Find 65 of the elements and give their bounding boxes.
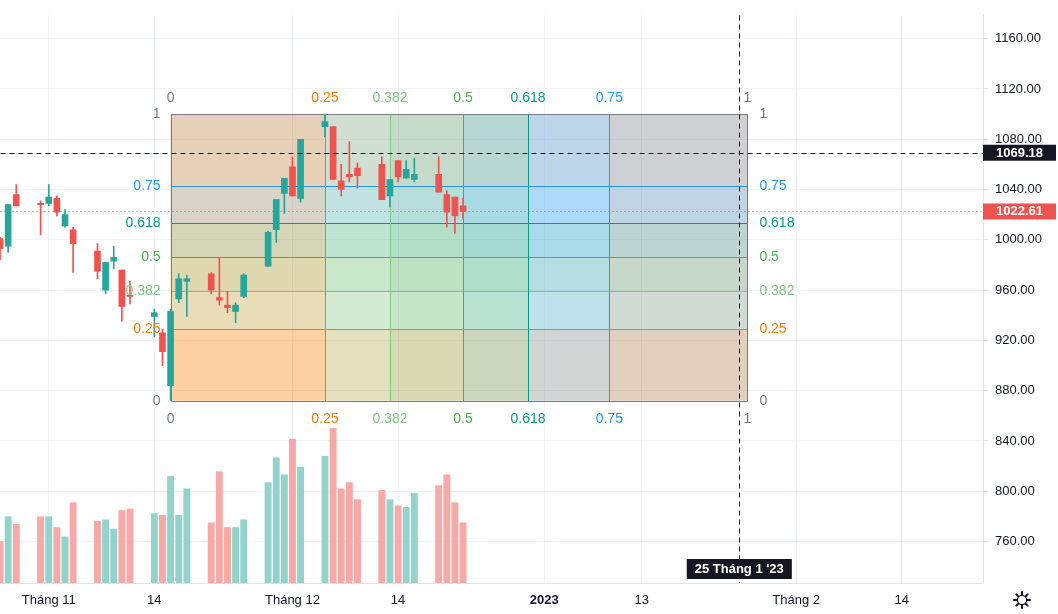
annotation: 0.618 bbox=[125, 214, 161, 231]
y-tick-label: 1000.00 bbox=[995, 231, 1042, 247]
annotation: 0 bbox=[152, 391, 161, 408]
bar bbox=[150, 513, 158, 583]
ref-line-label: 1022.61 bbox=[996, 203, 1043, 219]
annotation: 0.25 bbox=[311, 88, 339, 105]
x-tick-label: Tháng 12 bbox=[264, 592, 320, 608]
bar bbox=[45, 516, 53, 583]
annotation: 0.618 bbox=[759, 214, 795, 231]
annotation: 0.75 bbox=[595, 409, 624, 426]
bar bbox=[289, 438, 296, 583]
ref-line-label: 1069.18 bbox=[996, 144, 1043, 160]
y-tick-label: 840.00 bbox=[995, 432, 1035, 448]
y-tick-label: 1160.00 bbox=[995, 30, 1042, 46]
bar bbox=[12, 524, 20, 583]
candlestick bbox=[110, 245, 118, 270]
x-tick-label: Tháng 2 bbox=[772, 592, 820, 608]
annotation: 0.5 bbox=[453, 88, 474, 105]
annotation: 0.5 bbox=[759, 248, 780, 265]
y-tick-label: 760.00 bbox=[995, 533, 1035, 549]
y-tick-label: 1120.00 bbox=[995, 80, 1042, 96]
bar bbox=[159, 514, 166, 583]
x-tick-label: 2023 bbox=[529, 592, 559, 608]
x-tick-label: Tháng 11 bbox=[21, 592, 76, 608]
annotation: 0.75 bbox=[133, 176, 161, 193]
y-tick-label: 1040.00 bbox=[995, 181, 1042, 197]
annotation: 0 bbox=[166, 88, 175, 105]
y-tick-label: 920.00 bbox=[995, 331, 1035, 347]
x-tick-label: 13 bbox=[634, 592, 650, 608]
annotation: 0.382 bbox=[759, 282, 795, 299]
y-tick-label: 960.00 bbox=[995, 281, 1035, 297]
annotation: 1 bbox=[743, 88, 752, 105]
y-tick-label: 800.00 bbox=[995, 482, 1035, 498]
ref-line-label: 25 Tháng 1 '23 bbox=[694, 560, 784, 576]
annotation: 0.382 bbox=[372, 88, 408, 105]
annotation: 1 bbox=[743, 409, 752, 426]
annotation: 0 bbox=[166, 409, 175, 426]
bar bbox=[53, 527, 61, 583]
bar bbox=[297, 466, 305, 583]
annotation: 0.5 bbox=[141, 248, 161, 265]
bar bbox=[94, 521, 101, 583]
annotation: 0 bbox=[759, 391, 768, 408]
annotation: 0.618 bbox=[510, 409, 546, 426]
annotation: 1 bbox=[759, 104, 768, 121]
annotation: 0.25 bbox=[759, 319, 787, 336]
x-tick-label: 14 bbox=[390, 592, 406, 608]
x-tick-label: 14 bbox=[147, 592, 162, 608]
bar bbox=[378, 490, 386, 583]
annotation: 0.5 bbox=[453, 409, 474, 426]
bar bbox=[118, 510, 126, 583]
y-tick-label: 880.00 bbox=[995, 382, 1035, 398]
y-tick-label: 1080.00 bbox=[995, 130, 1042, 146]
bar bbox=[386, 499, 394, 583]
annotation: 0.75 bbox=[595, 88, 624, 105]
candlestick bbox=[183, 274, 191, 317]
annotation: 0.382 bbox=[372, 409, 408, 426]
annotation: 0.618 bbox=[510, 88, 546, 105]
bar bbox=[459, 522, 467, 583]
annotation: 0.75 bbox=[759, 176, 787, 193]
bar bbox=[394, 505, 402, 583]
annotation: 0.25 bbox=[311, 409, 339, 426]
x-tick-label: 14 bbox=[894, 592, 909, 608]
bar bbox=[69, 502, 77, 583]
annotation: 1 bbox=[152, 104, 161, 121]
bar bbox=[37, 516, 45, 583]
